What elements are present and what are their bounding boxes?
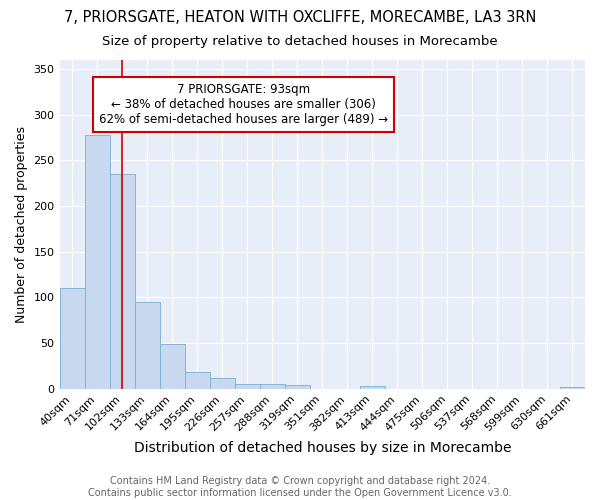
- Text: 7, PRIORSGATE, HEATON WITH OXCLIFFE, MORECAMBE, LA3 3RN: 7, PRIORSGATE, HEATON WITH OXCLIFFE, MOR…: [64, 10, 536, 25]
- Bar: [134, 302, 160, 389]
- Bar: [285, 385, 310, 389]
- Bar: [560, 387, 585, 389]
- Bar: [360, 386, 385, 389]
- Bar: [185, 372, 209, 389]
- Bar: [85, 135, 110, 389]
- Bar: [59, 288, 85, 389]
- Text: Size of property relative to detached houses in Morecambe: Size of property relative to detached ho…: [102, 35, 498, 48]
- X-axis label: Distribution of detached houses by size in Morecambe: Distribution of detached houses by size …: [134, 441, 511, 455]
- Bar: [260, 384, 285, 389]
- Bar: [160, 344, 185, 389]
- Bar: [235, 384, 260, 389]
- Text: Contains HM Land Registry data © Crown copyright and database right 2024.
Contai: Contains HM Land Registry data © Crown c…: [88, 476, 512, 498]
- Y-axis label: Number of detached properties: Number of detached properties: [15, 126, 28, 323]
- Bar: [209, 378, 235, 389]
- Bar: [110, 174, 134, 389]
- Text: 7 PRIORSGATE: 93sqm
← 38% of detached houses are smaller (306)
62% of semi-detac: 7 PRIORSGATE: 93sqm ← 38% of detached ho…: [99, 83, 388, 126]
